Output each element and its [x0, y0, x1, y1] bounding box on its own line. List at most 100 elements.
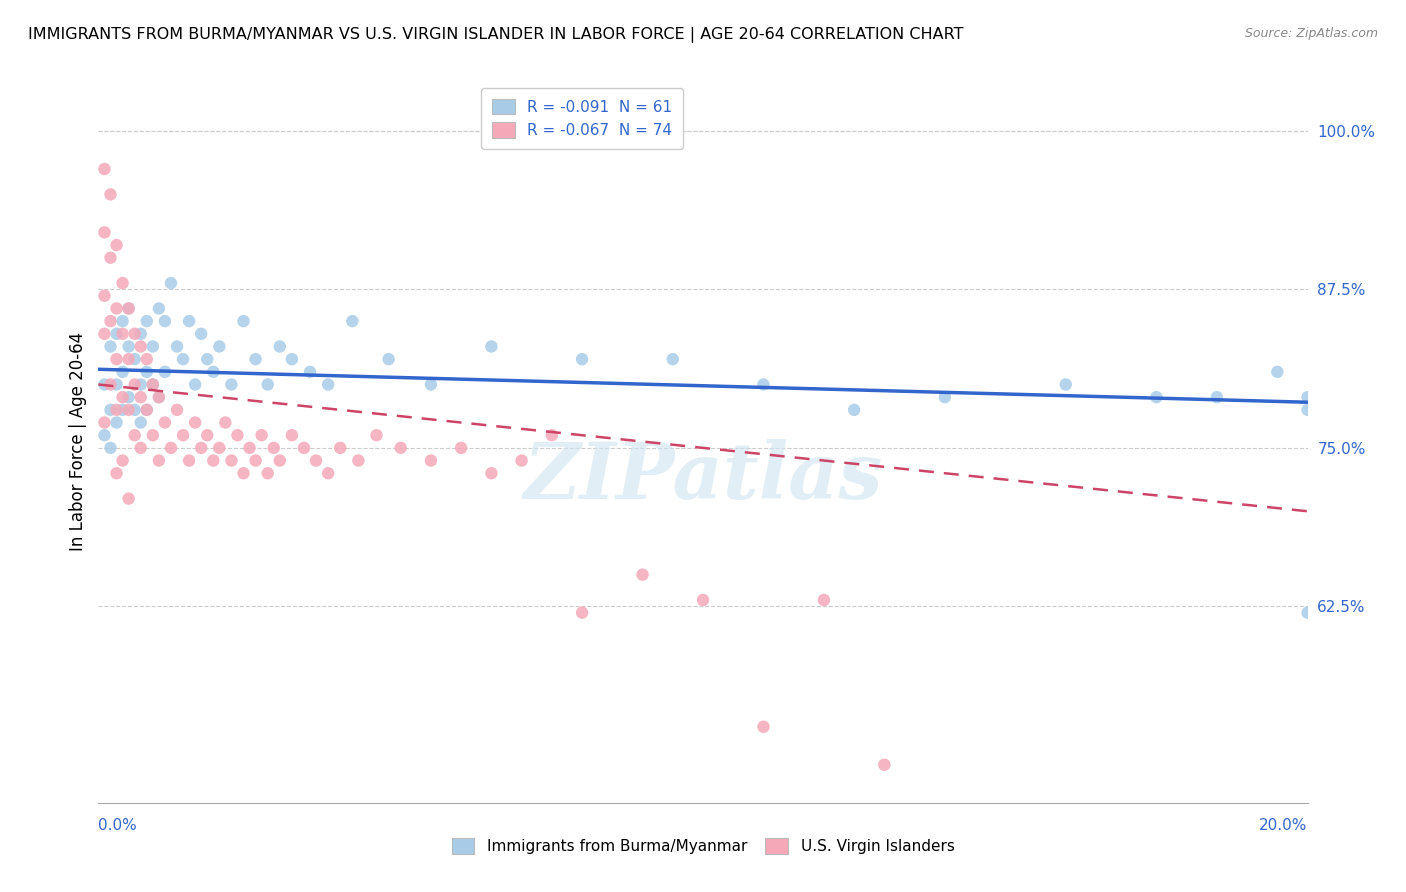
Point: [752, 377, 775, 392]
Point: [420, 377, 443, 392]
Point: [299, 365, 322, 379]
Point: [631, 567, 654, 582]
Point: [153, 416, 176, 430]
Point: [202, 453, 225, 467]
Point: [142, 339, 165, 353]
Point: [1296, 390, 1319, 404]
Point: [100, 251, 122, 265]
Point: [179, 314, 201, 328]
Point: [105, 377, 128, 392]
Point: [1144, 390, 1167, 404]
Point: [1206, 390, 1229, 404]
Point: [263, 441, 285, 455]
Point: [100, 441, 122, 455]
Point: [160, 441, 183, 455]
Point: [142, 377, 165, 392]
Point: [179, 453, 201, 467]
Point: [124, 326, 146, 341]
Point: [329, 441, 352, 455]
Point: [172, 352, 194, 367]
Point: [281, 428, 304, 442]
Point: [129, 339, 152, 353]
Point: [250, 428, 273, 442]
Point: [256, 377, 278, 392]
Point: [129, 377, 152, 392]
Point: [208, 441, 231, 455]
Point: [153, 365, 176, 379]
Point: [190, 441, 212, 455]
Text: IMMIGRANTS FROM BURMA/MYANMAR VS U.S. VIRGIN ISLANDER IN LABOR FORCE | AGE 20-64: IMMIGRANTS FROM BURMA/MYANMAR VS U.S. VI…: [28, 27, 963, 43]
Point: [752, 720, 775, 734]
Point: [160, 276, 183, 290]
Point: [316, 467, 339, 481]
Point: [105, 326, 128, 341]
Point: [124, 428, 146, 442]
Point: [292, 441, 315, 455]
Point: [232, 314, 254, 328]
Point: [118, 352, 141, 367]
Point: [129, 326, 152, 341]
Point: [844, 402, 866, 417]
Point: [342, 314, 364, 328]
Point: [118, 390, 141, 404]
Point: [100, 339, 122, 353]
Point: [93, 226, 115, 240]
Point: [166, 339, 188, 353]
Point: [281, 352, 304, 367]
Point: [111, 314, 134, 328]
Point: [93, 377, 115, 392]
Point: [347, 453, 370, 467]
Point: [148, 390, 170, 404]
Point: [1296, 606, 1319, 620]
Point: [195, 428, 218, 442]
Point: [93, 416, 115, 430]
Point: [934, 390, 956, 404]
Point: [239, 441, 262, 455]
Point: [142, 428, 165, 442]
Point: [105, 467, 128, 481]
Point: [142, 377, 165, 392]
Point: [111, 390, 134, 404]
Point: [540, 428, 562, 442]
Point: [420, 453, 443, 467]
Point: [214, 416, 236, 430]
Point: [100, 187, 122, 202]
Point: [93, 289, 115, 303]
Point: [129, 441, 152, 455]
Point: [105, 416, 128, 430]
Point: [105, 238, 128, 252]
Point: [105, 352, 128, 367]
Point: [111, 453, 134, 467]
Legend: Immigrants from Burma/Myanmar, U.S. Virgin Islanders: Immigrants from Burma/Myanmar, U.S. Virg…: [446, 832, 960, 860]
Text: 0.0%: 0.0%: [98, 818, 138, 833]
Point: [93, 326, 115, 341]
Point: [195, 352, 218, 367]
Point: [105, 402, 128, 417]
Point: [100, 377, 122, 392]
Point: [1296, 402, 1319, 417]
Point: [148, 301, 170, 316]
Point: [124, 402, 146, 417]
Point: [571, 352, 593, 367]
Point: [135, 352, 157, 367]
Point: [111, 402, 134, 417]
Point: [129, 390, 152, 404]
Point: [661, 352, 683, 367]
Point: [135, 365, 157, 379]
Point: [510, 453, 533, 467]
Point: [148, 453, 170, 467]
Point: [93, 428, 115, 442]
Point: [377, 352, 399, 367]
Point: [208, 339, 231, 353]
Point: [118, 301, 141, 316]
Point: [135, 314, 157, 328]
Point: [316, 377, 339, 392]
Point: [135, 402, 157, 417]
Point: [100, 402, 122, 417]
Y-axis label: In Labor Force | Age 20-64: In Labor Force | Age 20-64: [69, 332, 87, 551]
Point: [221, 377, 243, 392]
Point: [111, 276, 134, 290]
Point: [111, 326, 134, 341]
Point: [1054, 377, 1077, 392]
Point: [148, 390, 170, 404]
